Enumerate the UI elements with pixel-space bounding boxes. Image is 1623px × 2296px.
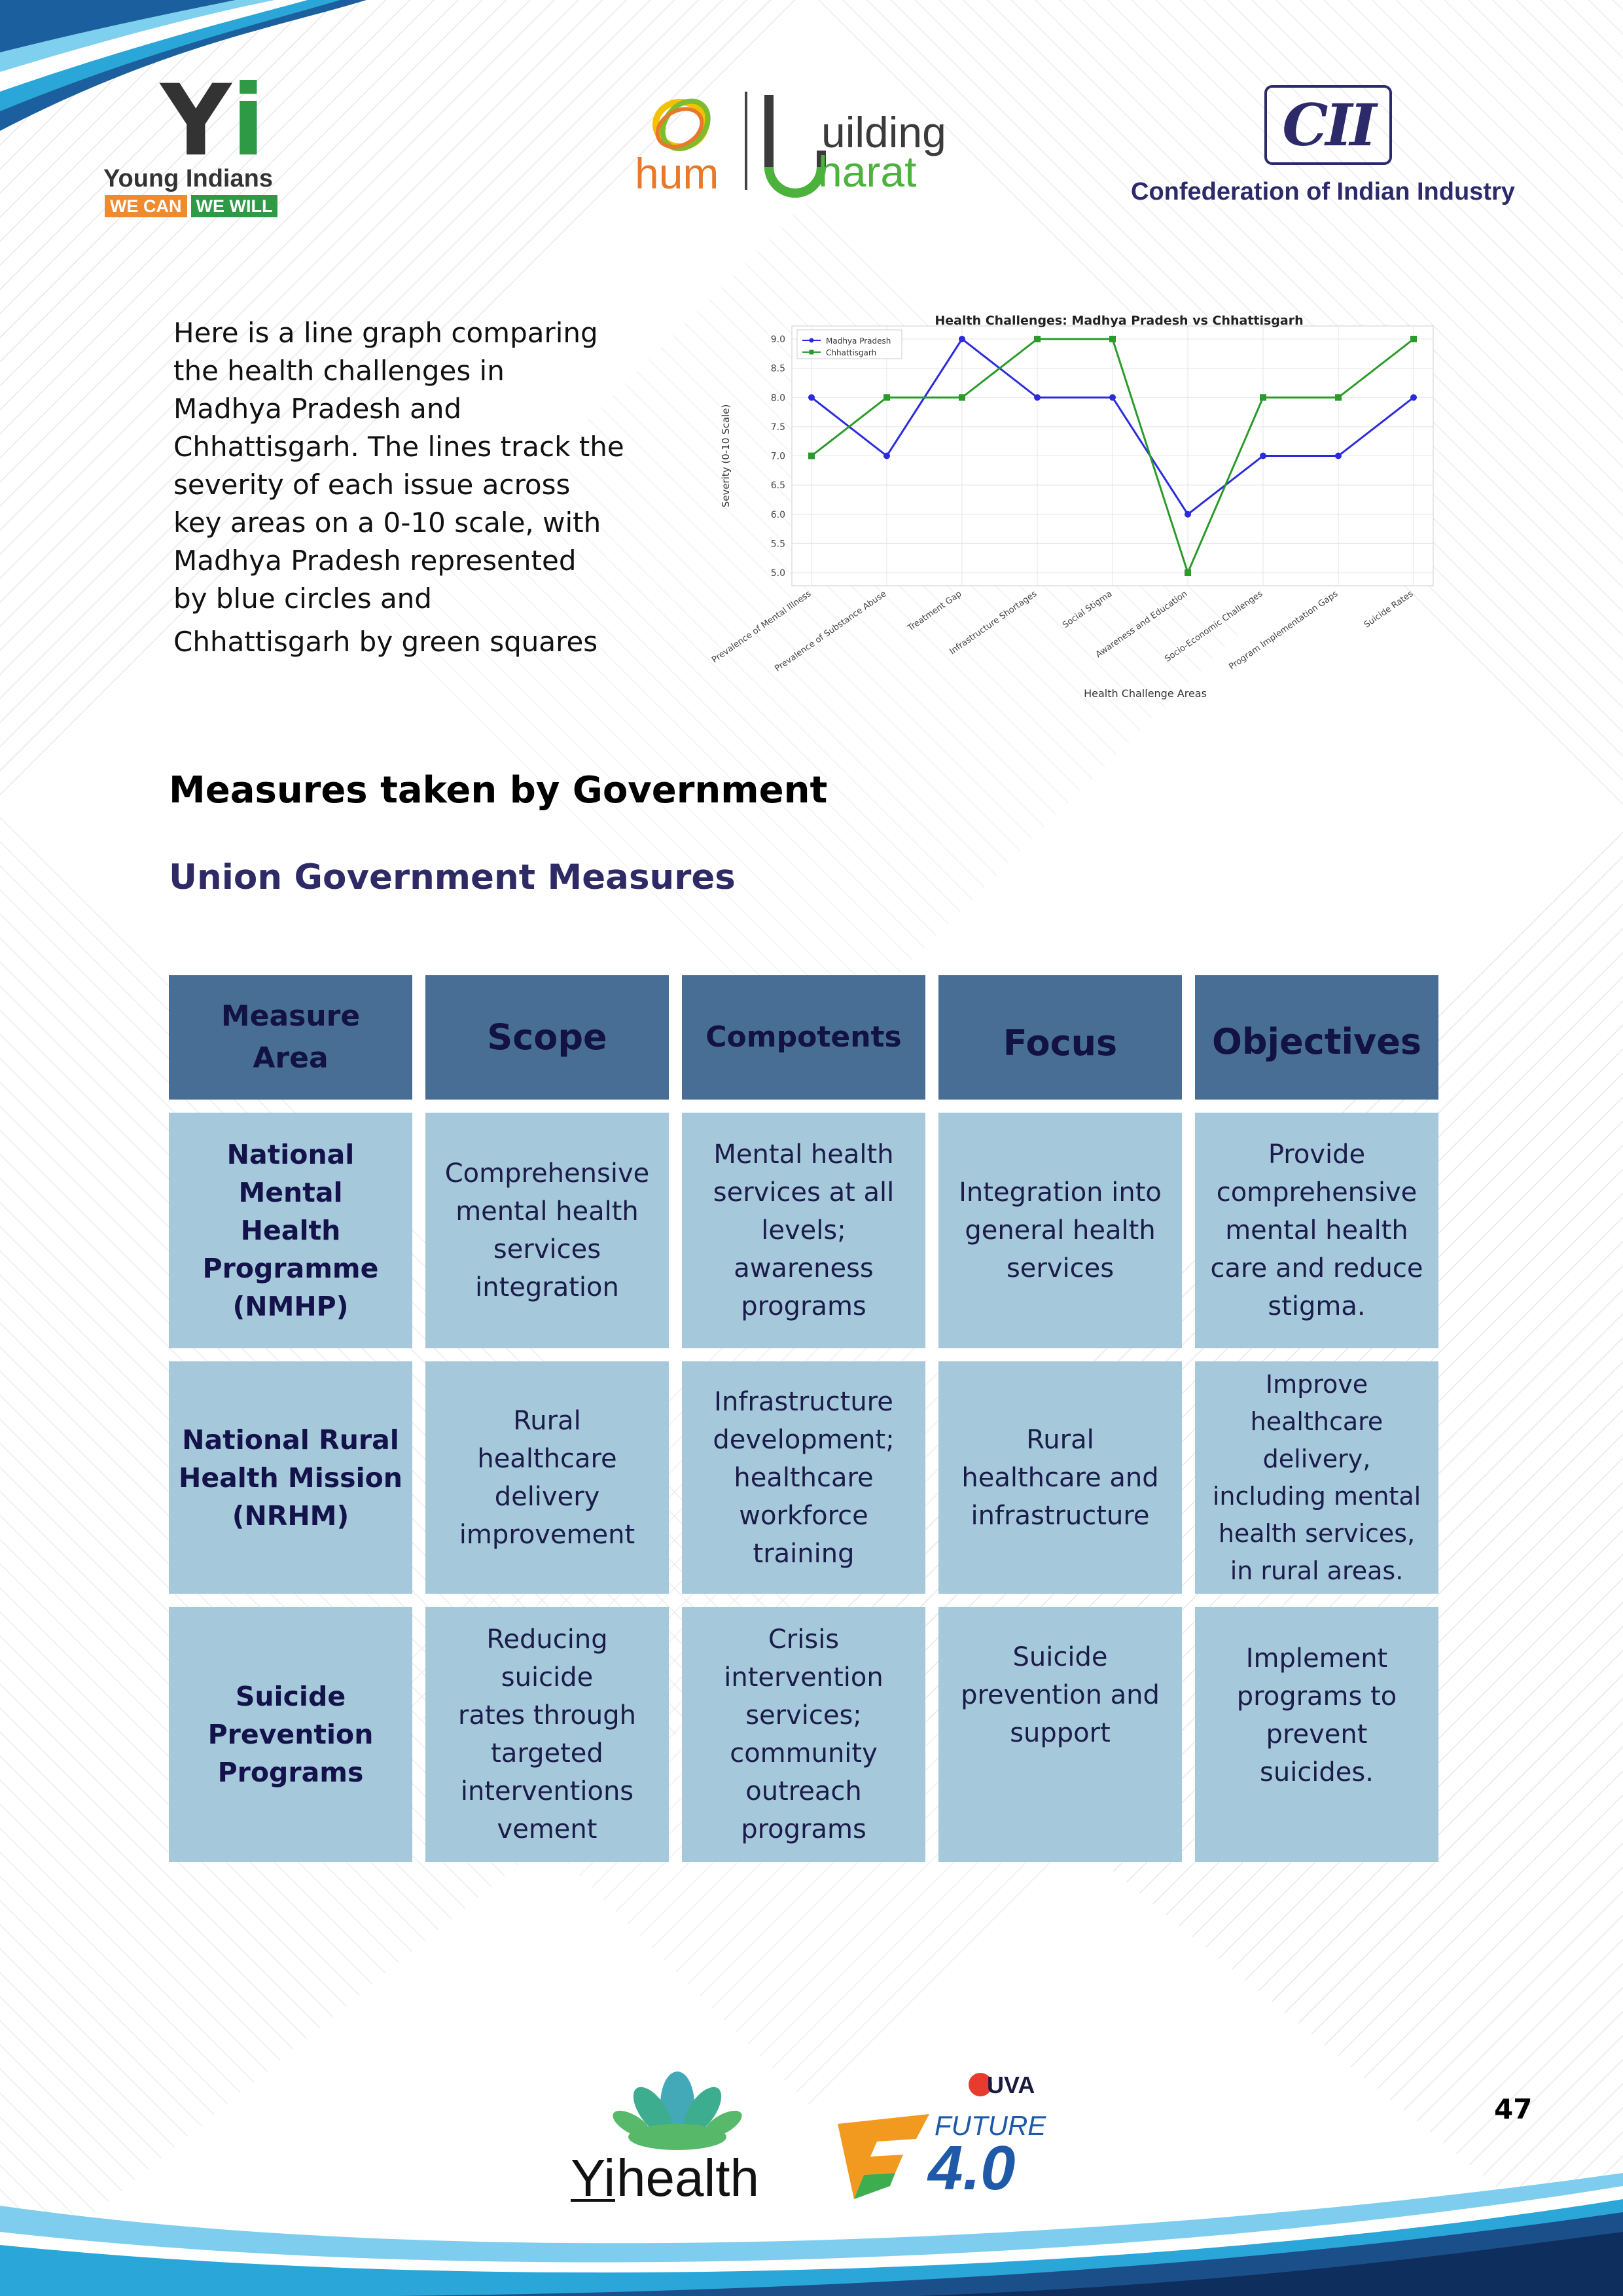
table-row-nrhm-scope: Rural healthcare delivery improvement — [425, 1361, 669, 1594]
data-point-madhya-pradesh — [1034, 394, 1041, 401]
data-point-chhattisgarh — [883, 394, 890, 401]
future-word: FUTURE — [935, 2110, 1046, 2141]
data-point-chhattisgarh — [1034, 336, 1041, 342]
table-row-nrhm-components: Infrastructure development; healthcare work… — [682, 1361, 925, 1594]
intro-line: Madhya Pradesh represented — [173, 545, 577, 577]
table-row-nrhm-focus: Rural healthcare and infrastructure — [938, 1361, 1182, 1594]
y-tick-label: 8.5 — [771, 364, 785, 374]
data-point-chhattisgarh — [1109, 336, 1116, 342]
yi-logo-tagline: WE CAN WE WILL — [105, 195, 278, 217]
table-row-nmhp-focus: Integration into general health services — [938, 1113, 1182, 1348]
y-tick-label: 5.5 — [771, 539, 785, 549]
data-point-chhattisgarh — [1260, 394, 1266, 401]
table-row-nmhp-components: Mental health services at all levels; aware… — [682, 1113, 925, 1348]
table-header-focus: Focus — [938, 975, 1182, 1100]
x-tick-label: Suicide Rates — [1363, 589, 1416, 630]
data-point-madhya-pradesh — [808, 394, 815, 401]
table-row-suicide-prevention-objectives: Implement programs to prevent suicides. — [1195, 1607, 1438, 1862]
data-point-madhya-pradesh — [1335, 452, 1342, 459]
future-brand: UVA — [987, 2072, 1035, 2098]
y-tick-label: 7.5 — [771, 422, 785, 433]
x-tick-label: Infrastructure Shortages — [948, 589, 1039, 657]
yi-logo-name: Young Indians — [103, 165, 273, 192]
x-axis-label: Health Challenge Areas — [1084, 687, 1207, 700]
measures-table: Measure Area Scope Compotents Focus Objec… — [169, 975, 1438, 1862]
table-row-suicide-prevention-scope: Reducing suicide rates through targeted inte… — [425, 1607, 669, 1862]
page-number: 47 — [1494, 2093, 1533, 2125]
table-row-suicide-prevention-components: Crisis intervention services; community outr… — [682, 1607, 925, 1862]
x-tick-label: Social Stigma — [1061, 589, 1114, 630]
intro-line: by blue circles and — [173, 583, 432, 615]
legend-marker — [809, 338, 814, 343]
table-header-measure-area: Measure Area — [169, 975, 412, 1100]
data-point-madhya-pradesh — [1185, 511, 1191, 518]
table-header-components: Compotents — [682, 975, 925, 1100]
table-row-suicide-prevention-focus: Suicide prevention and support — [938, 1607, 1182, 1862]
intro-line: Madhya Pradesh and — [173, 393, 462, 425]
y-tick-label: 5.0 — [771, 568, 785, 579]
future-number: 4.0 — [927, 2133, 1015, 2203]
intro-line: the health challenges in — [173, 355, 505, 387]
table-row-suicide-prevention-area: Suicide Prevention Programs — [169, 1607, 412, 1862]
data-point-madhya-pradesh — [883, 452, 890, 459]
yi-health-word: health — [616, 2149, 759, 2207]
y-tick-label: 6.5 — [771, 480, 785, 491]
svg-text:uilding: uilding — [821, 108, 946, 156]
x-tick-label: Treatment Gap — [906, 589, 964, 634]
intro-line: severity of each issue across — [173, 469, 571, 501]
young-indians-logo: Yi Young Indians WE CAN WE WILL — [98, 64, 281, 217]
y-tick-label: 8.0 — [771, 393, 785, 403]
table-row-nrhm-area: National Rural Health Mission (NRHM) — [169, 1361, 412, 1594]
data-point-madhya-pradesh — [1109, 394, 1116, 401]
data-point-madhya-pradesh — [1260, 452, 1266, 459]
svg-text:harat: harat — [818, 147, 916, 196]
data-point-chhattisgarh — [959, 394, 965, 401]
data-point-chhattisgarh — [808, 452, 815, 459]
data-point-madhya-pradesh — [1410, 394, 1417, 401]
legend-entry: Chhattisgarh — [826, 348, 876, 357]
legend-box — [796, 329, 902, 359]
table-row-nmhp-objectives: Provide comprehensive mental health care an… — [1195, 1113, 1438, 1348]
bottom-wave-decoration — [0, 2173, 1623, 2296]
y-tick-label: 9.0 — [771, 334, 785, 345]
data-point-chhattisgarh — [1335, 394, 1342, 401]
intro-line: key areas on a 0-10 scale, with — [173, 507, 601, 539]
intro-line: Here is a line graph comparing — [173, 317, 598, 349]
yi-health-letters: Yi — [571, 2149, 615, 2207]
cii-logo-name: Confederation of Indian Industry — [1131, 178, 1515, 206]
y-axis-label: Severity (0-10 Scale) — [720, 404, 732, 508]
hum-building-bharat-logo: hum uilding harat — [635, 92, 946, 198]
chart-title: Health Challenges: Madhya Pradesh vs Chh… — [935, 314, 1303, 328]
data-point-madhya-pradesh — [959, 336, 965, 342]
table-row-nmhp-scope: Comprehensive mental health services integr… — [425, 1113, 669, 1348]
table-row-nmhp-area: National Mental Health Programme (NMHP) — [169, 1113, 412, 1348]
intro-line: Chhattisgarh by green squares — [173, 626, 598, 658]
y-tick-label: 6.0 — [771, 510, 785, 520]
cii-logo-mark: CII — [1264, 85, 1392, 165]
union-measures-heading: Union Government Measures — [169, 857, 736, 897]
future-4-logo: UVA FUTURE 4.0 — [838, 2072, 1046, 2203]
legend-entry: Madhya Pradesh — [826, 336, 891, 346]
yi-logo-mark: Yi — [160, 64, 266, 178]
legend-marker — [809, 350, 814, 355]
svg-text:hum: hum — [635, 149, 719, 198]
yi-health-logo: Yi health — [571, 2072, 759, 2207]
data-point-chhattisgarh — [1410, 336, 1417, 342]
intro-paragraph: Here is a line graph comparing the healt… — [173, 314, 671, 661]
data-point-chhattisgarh — [1185, 569, 1191, 576]
top-wave-decoration — [0, 0, 366, 131]
intro-line: Chhattisgarh. The lines track the — [173, 431, 624, 463]
table-header-objectives: Objectives — [1195, 975, 1438, 1100]
table-header-scope: Scope — [425, 975, 669, 1100]
table-row-nrhm-objectives: Improve healthcare delivery, including ment… — [1195, 1361, 1438, 1594]
measures-heading: Measures taken by Government — [169, 769, 828, 812]
cii-logo: CII Confederation of Indian Industry — [1126, 85, 1531, 216]
y-tick-label: 7.0 — [771, 452, 785, 462]
